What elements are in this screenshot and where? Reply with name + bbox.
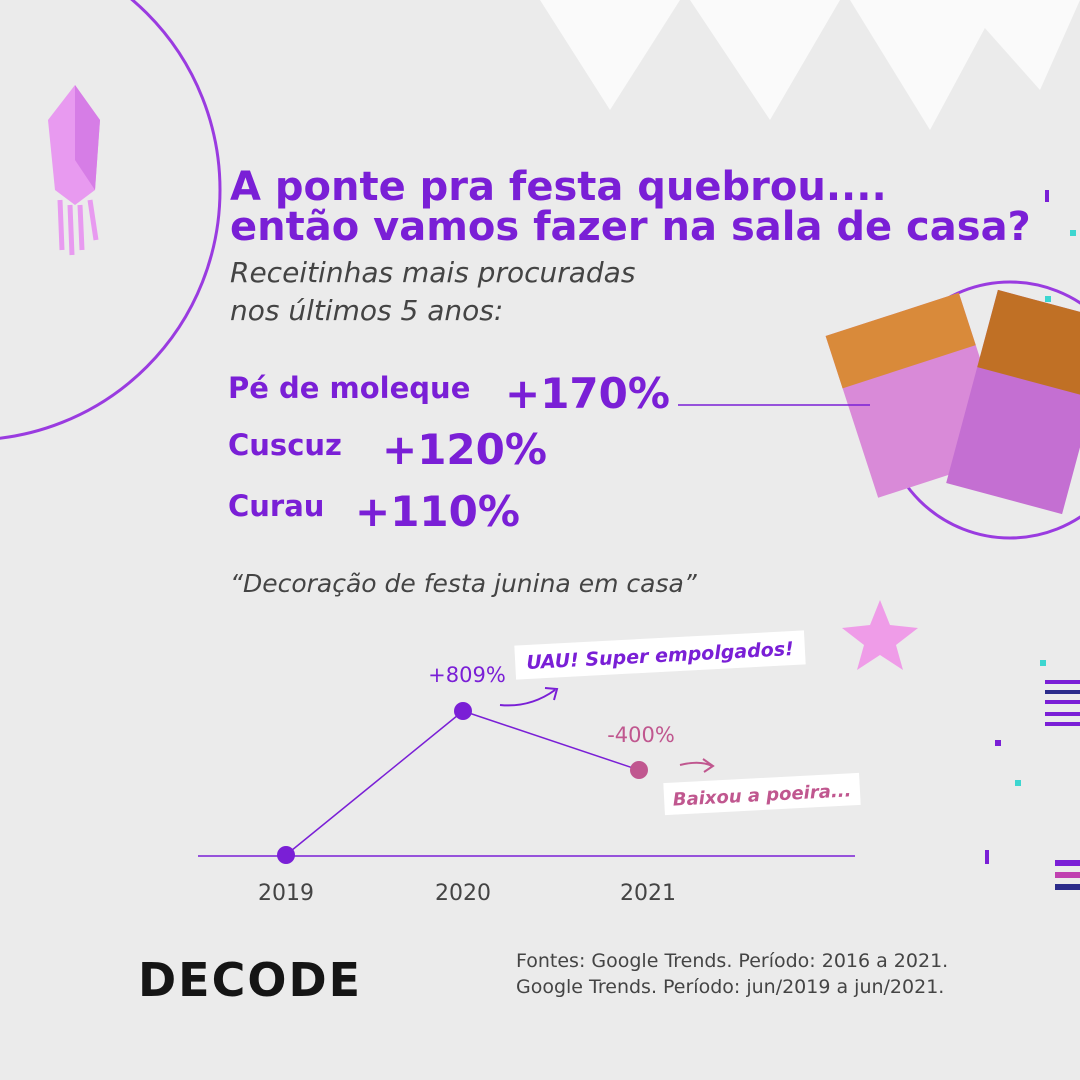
trend-point [454, 702, 472, 720]
trend-point [277, 846, 295, 864]
star [842, 600, 918, 670]
title: então vamos fazer na sala de casa? [230, 204, 1031, 250]
title: A ponte pra festa quebrou.... [230, 164, 887, 210]
year-label: 2020 [435, 881, 491, 906]
note: Baixou a poeira... [663, 772, 861, 816]
recipe-name: Cuscuz [228, 428, 342, 462]
year-label: 2021 [620, 881, 676, 906]
logo: DECODE [138, 953, 362, 1007]
pennants [540, 0, 1080, 130]
subtitle: Receitinhas mais procuradas [230, 256, 635, 289]
arrow [679, 758, 715, 773]
note: UAU! Super empolgados! [514, 630, 806, 680]
deco-circle [0, 0, 222, 440]
source: Fontes: Google Trends. Período: 2016 a 2… [516, 950, 948, 972]
trend-point [630, 761, 648, 779]
subtitle: nos últimos 5 anos: [230, 294, 503, 327]
source: Google Trends. Período: jun/2019 a jun/2… [516, 976, 944, 998]
recipe-name: Curau [228, 489, 324, 523]
food-image [825, 289, 1080, 515]
recipe-change: +110% [355, 487, 520, 536]
arrow [499, 687, 559, 707]
year-label: 2019 [258, 881, 314, 906]
lantern [48, 85, 100, 256]
recipe-change: +120% [382, 425, 547, 474]
recipe-name: Pé de moleque [228, 371, 470, 405]
glitch-marks [985, 190, 1080, 890]
recipe-change: +170% [505, 369, 670, 418]
change-label: +809% [428, 663, 506, 687]
change-label: -400% [607, 723, 675, 747]
trend-query: “Decoração de festa junina em casa” [230, 569, 698, 598]
